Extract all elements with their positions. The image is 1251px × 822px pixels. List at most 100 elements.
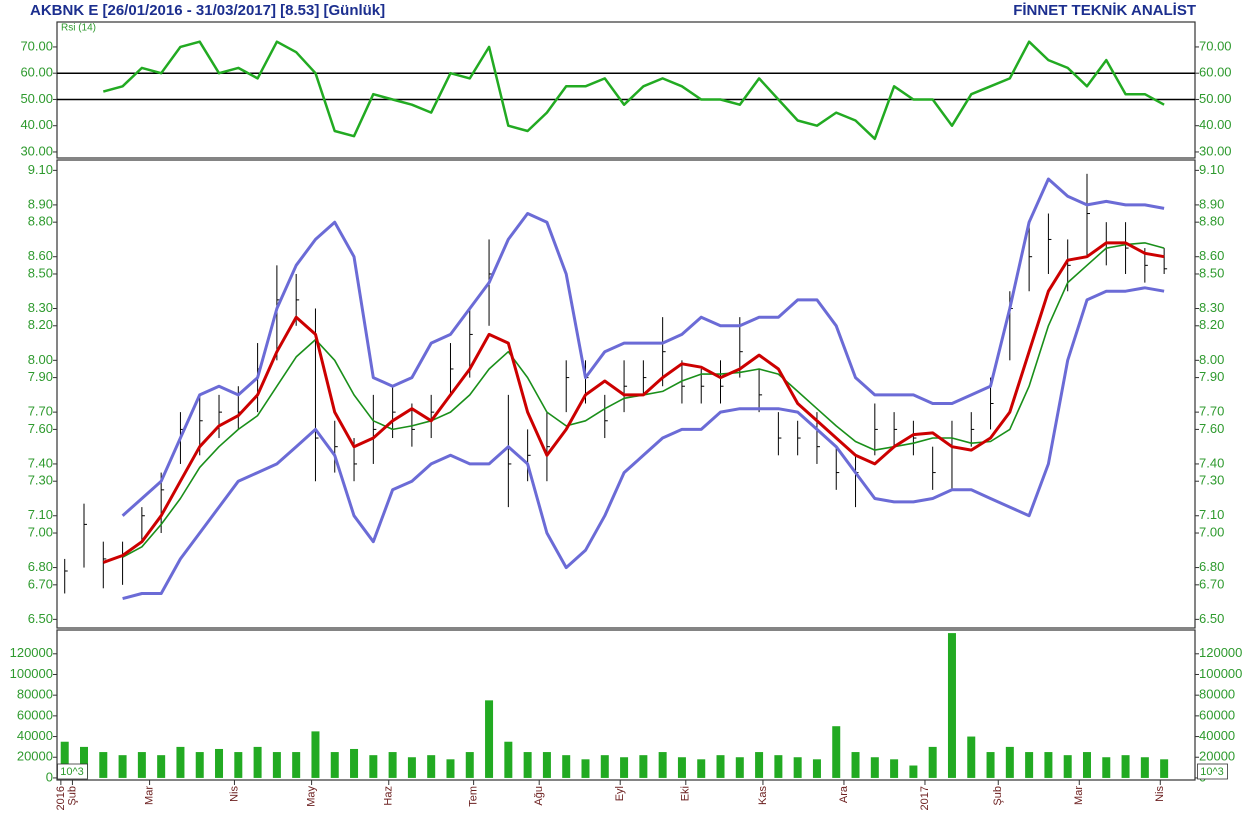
volume-bar (639, 755, 648, 778)
y-tick-label: 9.10 (28, 162, 53, 177)
volume-bar (774, 755, 783, 778)
x-tick-label: Tem (468, 786, 480, 807)
y-tick-label: 120000 (10, 645, 53, 660)
x-tick-label: Ağu (533, 786, 545, 806)
panel-frame (56, 629, 1196, 781)
chart-title: AKBNK E [26/01/2016 - 31/03/2017] [8.53]… (30, 2, 385, 19)
y-tick-label: 7.40 (1199, 455, 1224, 470)
y-tick-label: 8.80 (28, 214, 53, 229)
y-tick-label: 6.80 (1199, 559, 1224, 574)
indicator-label: Rsi (14) (61, 23, 96, 34)
y-tick-label: 8.90 (28, 196, 53, 211)
volume-bar (947, 633, 956, 778)
volume-bar (620, 757, 629, 778)
y-tick-label: 40.00 (20, 117, 53, 132)
volume-bar (600, 755, 609, 778)
rsi-line (102, 40, 1165, 141)
y-tick-label: 8.20 (28, 317, 53, 332)
y-tick-label: 8.30 (28, 300, 53, 315)
y-tick-label: 40000 (17, 728, 53, 743)
x-tick-label: Mar (1073, 786, 1085, 805)
y-tick-label: 60000 (17, 707, 53, 722)
volume-bar (870, 757, 879, 778)
volume-bar (504, 741, 513, 778)
y-tick-label: 7.90 (1199, 369, 1224, 384)
panel-frame (56, 21, 1196, 159)
y-tick-label: 80000 (1199, 687, 1235, 702)
volume-bar (1025, 752, 1034, 778)
x-tick-label: 2016 (55, 786, 67, 810)
volume-bar (176, 746, 185, 778)
unit-label: 10^3 (1200, 766, 1224, 778)
y-tick-label: 8.90 (1199, 196, 1224, 211)
volume-bar (1140, 757, 1149, 778)
volume-bar (697, 759, 706, 778)
y-tick-label: 7.30 (1199, 473, 1224, 488)
volume-bar (137, 752, 146, 778)
y-tick-label: 8.50 (28, 265, 53, 280)
volume-bar (330, 752, 339, 778)
y-tick-label: 8.60 (28, 248, 53, 263)
volume-bar (1082, 752, 1091, 778)
y-tick-label: 7.40 (28, 455, 53, 470)
y-tick-label: 7.00 (1199, 524, 1224, 539)
x-tick-label: Şub (66, 786, 78, 806)
volume-bar (890, 759, 899, 778)
volume-bar (1102, 757, 1111, 778)
volume-bar (157, 755, 166, 778)
volume-bar (234, 752, 243, 778)
overlay-line (122, 242, 1165, 558)
y-tick-label: 50.00 (20, 91, 53, 106)
y-tick-label: 60.00 (20, 65, 53, 80)
volume-bar (658, 752, 667, 778)
y-tick-label: 7.30 (28, 473, 53, 488)
volume-bar (388, 752, 397, 778)
y-tick-label: 6.80 (28, 559, 53, 574)
y-tick-label: 60000 (1199, 707, 1235, 722)
y-tick-label: 60.00 (1199, 65, 1232, 80)
volume-bar (928, 746, 937, 778)
volume-bar (311, 731, 320, 778)
y-tick-label: 8.20 (1199, 317, 1224, 332)
volume-bar (99, 752, 108, 778)
volume-bar (832, 726, 841, 778)
volume-bar (350, 748, 359, 778)
volume-bar (369, 755, 378, 778)
volume-bar (195, 752, 204, 778)
volume-bar (812, 759, 821, 778)
volume-bar (1044, 752, 1053, 778)
overlay-line (122, 286, 1165, 601)
y-tick-label: 7.60 (28, 421, 53, 436)
volume-bar (735, 757, 744, 778)
y-tick-label: 7.70 (28, 404, 53, 419)
x-tick-label: Nis (1154, 786, 1166, 802)
panel-frame (56, 159, 1196, 629)
x-tick-label: Ara (838, 785, 850, 803)
x-tick-label: 2017 (919, 786, 931, 810)
y-tick-label: 8.50 (1199, 265, 1224, 280)
y-tick-label: 0 (46, 769, 53, 784)
y-tick-label: 70.00 (20, 38, 53, 53)
y-tick-label: 20000 (17, 749, 53, 764)
volume-bar (446, 759, 455, 778)
volume-bar (793, 757, 802, 778)
x-tick-label: Kas (757, 786, 769, 805)
y-tick-label: 9.10 (1199, 162, 1224, 177)
volume-bar (253, 746, 262, 778)
overlay-line (121, 177, 1165, 517)
y-tick-label: 70.00 (1199, 38, 1232, 53)
y-tick-label: 120000 (1199, 645, 1242, 660)
x-tick-label: Eki (680, 786, 692, 801)
volume-bar (581, 759, 590, 778)
y-tick-label: 6.70 (28, 576, 53, 591)
unit-box (57, 763, 88, 780)
volume-bar (292, 752, 301, 778)
y-tick-label: 6.50 (1199, 611, 1224, 626)
y-tick-label: 30.00 (1199, 143, 1232, 158)
x-tick-label: Eyl (614, 786, 626, 801)
overlay-line (102, 241, 1165, 564)
brand: FİNNET TEKNİK ANALİST (1013, 2, 1196, 19)
y-tick-label: 100000 (1199, 666, 1242, 681)
volume-bar (407, 757, 416, 778)
x-tick-label: Nis (228, 786, 240, 802)
